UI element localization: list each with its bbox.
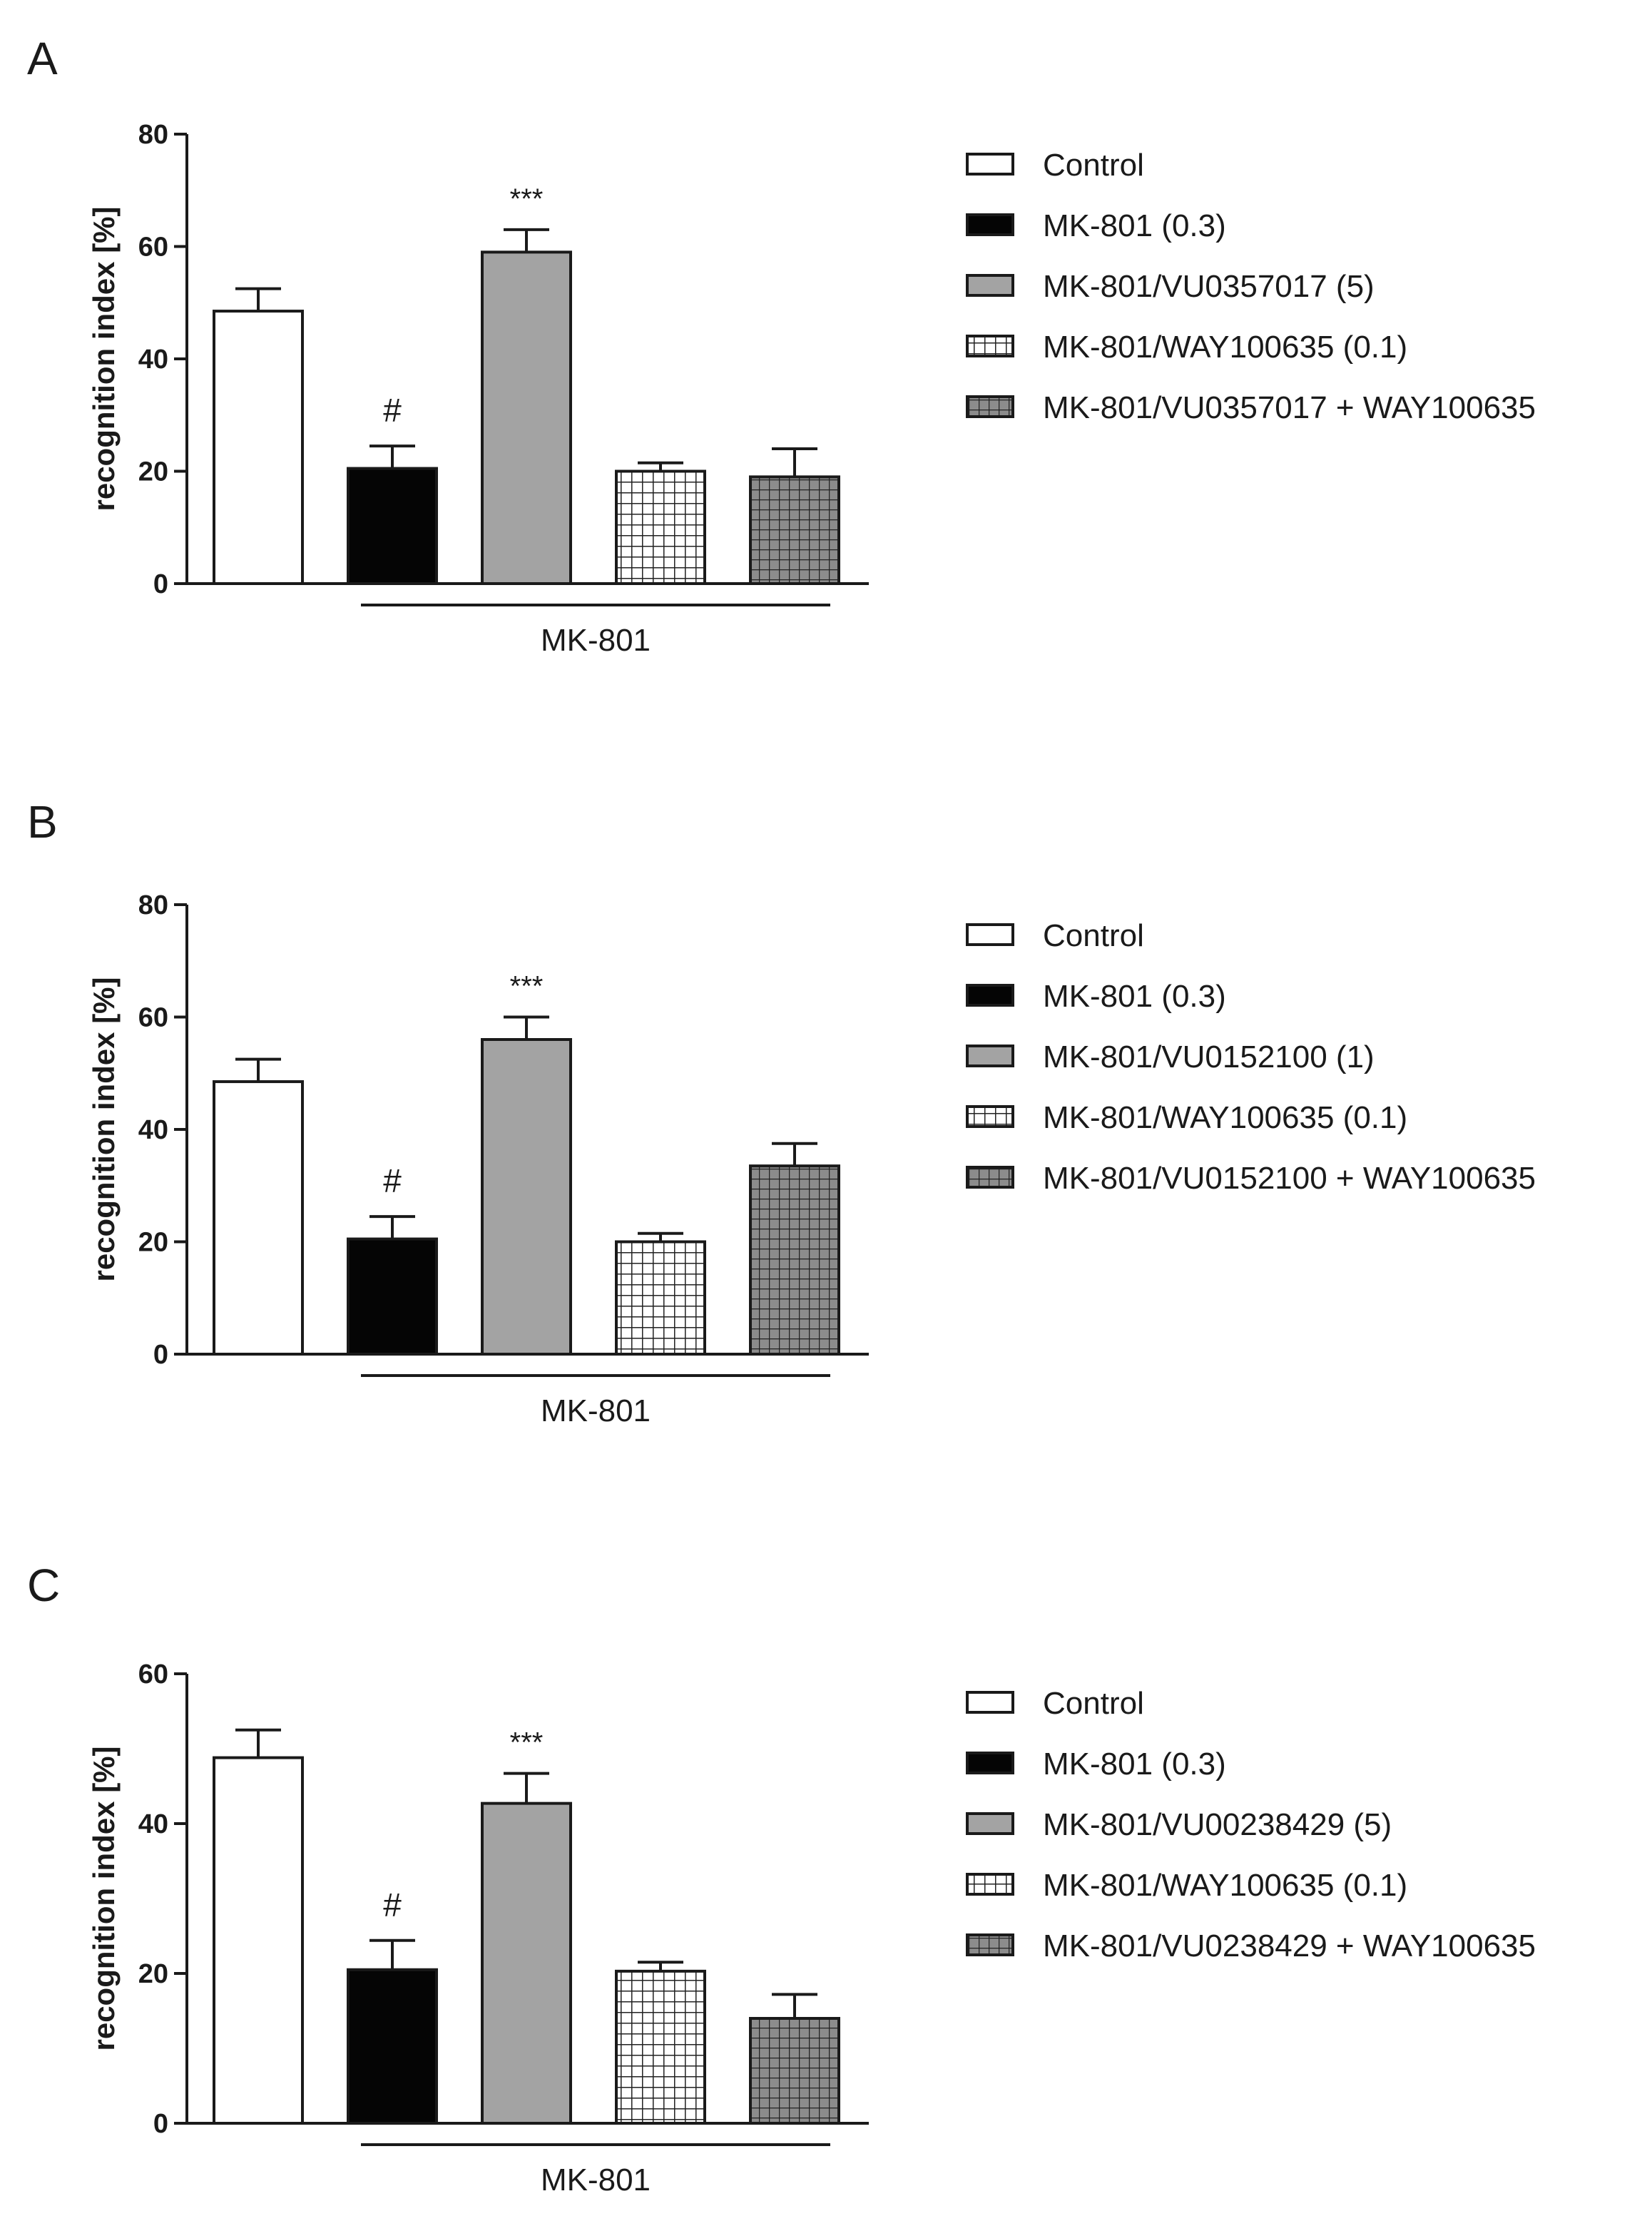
- y-tick-label: 60: [138, 1003, 168, 1033]
- legend-swatch: [966, 1045, 1014, 1067]
- legend-label: MK-801/VU00238429 (5): [1043, 1807, 1392, 1842]
- bar: [213, 310, 304, 585]
- significance-hash: #: [383, 1162, 402, 1199]
- legend-item: MK-801/VU00238429 (5): [966, 1807, 1392, 1842]
- legend-label: Control: [1043, 1686, 1144, 1721]
- significance-stars: ***: [510, 183, 544, 215]
- legend-swatch: [966, 1812, 1014, 1835]
- legend-item: MK-801/WAY100635 (0.1): [966, 330, 1407, 365]
- legend-item: MK-801/VU0152100 + WAY100635: [966, 1161, 1536, 1196]
- legend-label: MK-801/WAY100635 (0.1): [1043, 1868, 1407, 1903]
- legend-label: MK-801/VU0357017 (5): [1043, 269, 1375, 304]
- bar: [481, 1801, 572, 2125]
- legend-item: MK-801/WAY100635 (0.1): [966, 1868, 1407, 1903]
- legend-swatch: [966, 1752, 1014, 1774]
- legend-swatch: [966, 213, 1014, 236]
- legend-swatch: [966, 395, 1014, 418]
- legend-swatch: [966, 923, 1014, 946]
- y-tick-label: 40: [138, 1115, 168, 1145]
- legend-label: MK-801/WAY100635 (0.1): [1043, 330, 1407, 365]
- significance-hash: #: [383, 1886, 402, 1923]
- panel-letter-c: C: [27, 1560, 60, 1611]
- legend-swatch: [966, 1933, 1014, 1956]
- legend-item: Control: [966, 148, 1144, 183]
- legend-item: MK-801 (0.3): [966, 979, 1226, 1014]
- legend-item: MK-801/VU0357017 + WAY100635: [966, 390, 1536, 425]
- bar: [481, 250, 572, 585]
- legend-label: MK-801/VU0152100 (1): [1043, 1040, 1375, 1074]
- legend-label: MK-801/VU0238429 + WAY100635: [1043, 1928, 1536, 1963]
- y-tick-label: 80: [138, 890, 168, 920]
- y-tick-label: 0: [153, 2109, 168, 2139]
- y-tick-label: 60: [138, 233, 168, 263]
- legend-swatch: [966, 335, 1014, 357]
- bar: [481, 1038, 572, 1356]
- y-axis-label: recognition index [%]: [87, 977, 121, 1281]
- y-tick-label: 20: [138, 1959, 168, 1989]
- plot-a: 0 20 40 60 80 recognition index [%] # *** MK-801: [87, 120, 869, 658]
- bar: [213, 1080, 304, 1356]
- y-axis-label: recognition index [%]: [87, 206, 121, 511]
- legend-item: MK-801/VU0357017 (5): [966, 269, 1375, 304]
- y-tick-label: 0: [153, 1340, 168, 1370]
- legend-swatch: [966, 274, 1014, 297]
- bar: [615, 469, 706, 585]
- panel-b: B 0 20 40 60 80 recognition index [%] # *** MK-8…: [27, 796, 1536, 1428]
- legend-item: MK-801 (0.3): [966, 1747, 1226, 1782]
- legend-b: Control MK-801 (0.3) MK-801/VU0152100 (1) M…: [966, 918, 1536, 1196]
- legend-label: MK-801 (0.3): [1043, 979, 1226, 1014]
- y-axis-label: recognition index [%]: [87, 1746, 121, 2050]
- panel-c: C 0 20 40 60 recognition index [%] # *** MK-801…: [27, 1560, 1536, 2197]
- y-tick-label: 0: [153, 569, 168, 599]
- bar: [347, 1968, 438, 2125]
- significance-stars: ***: [510, 971, 544, 1002]
- y-tick-label: 20: [138, 1228, 168, 1258]
- legend-label: Control: [1043, 918, 1144, 953]
- legend-swatch: [966, 153, 1014, 176]
- bar: [347, 1237, 438, 1356]
- legend-label: MK-801 (0.3): [1043, 208, 1226, 243]
- legend-swatch: [966, 1873, 1014, 1896]
- plot-c: 0 20 40 60 recognition index [%] # *** MK-801: [87, 1660, 869, 2197]
- bar: [213, 1756, 304, 2125]
- legend-swatch: [966, 1691, 1014, 1714]
- plot-b: 0 20 40 60 80 recognition index [%] # *** MK-801: [87, 890, 869, 1428]
- legend-swatch: [966, 1166, 1014, 1189]
- bar: [615, 1240, 706, 1356]
- legend-a: Control MK-801 (0.3) MK-801/VU0357017 (5) M…: [966, 148, 1536, 425]
- bar: [749, 1164, 840, 1356]
- y-tick-label: 20: [138, 457, 168, 487]
- legend-item: MK-801/WAY100635 (0.1): [966, 1100, 1407, 1135]
- legend-label: MK-801/VU0357017 + WAY100635: [1043, 390, 1536, 425]
- group-label: MK-801: [541, 1393, 651, 1428]
- y-tick-label: 40: [138, 1809, 168, 1839]
- y-tick-label: 60: [138, 1660, 168, 1689]
- legend-label: MK-801 (0.3): [1043, 1747, 1226, 1782]
- bar: [749, 475, 840, 585]
- panel-a: A 0 20 40 60 80 recognition index [%] # *** MK-8…: [27, 33, 1536, 658]
- bar: [749, 2017, 840, 2125]
- legend-label: MK-801/WAY100635 (0.1): [1043, 1100, 1407, 1135]
- panel-letter-a: A: [27, 33, 58, 84]
- y-tick-label: 80: [138, 120, 168, 150]
- group-label: MK-801: [541, 623, 651, 658]
- legend-item: MK-801/VU0238429 + WAY100635: [966, 1928, 1536, 1963]
- group-label: MK-801: [541, 2163, 651, 2197]
- legend-swatch: [966, 984, 1014, 1007]
- legend-item: Control: [966, 918, 1144, 953]
- bar: [615, 1969, 706, 2125]
- legend-swatch: [966, 1105, 1014, 1128]
- panel-letter-b: B: [27, 796, 58, 848]
- significance-hash: #: [383, 392, 402, 429]
- significance-stars: ***: [510, 1727, 544, 1759]
- bar: [347, 467, 438, 585]
- legend-item: MK-801/VU0152100 (1): [966, 1040, 1375, 1074]
- legend-c: Control MK-801 (0.3) MK-801/VU00238429 (5)…: [966, 1686, 1536, 1963]
- y-tick-label: 40: [138, 345, 168, 375]
- legend-label: Control: [1043, 148, 1144, 183]
- legend-label: MK-801/VU0152100 + WAY100635: [1043, 1161, 1536, 1196]
- legend-item: MK-801 (0.3): [966, 208, 1226, 243]
- legend-item: Control: [966, 1686, 1144, 1721]
